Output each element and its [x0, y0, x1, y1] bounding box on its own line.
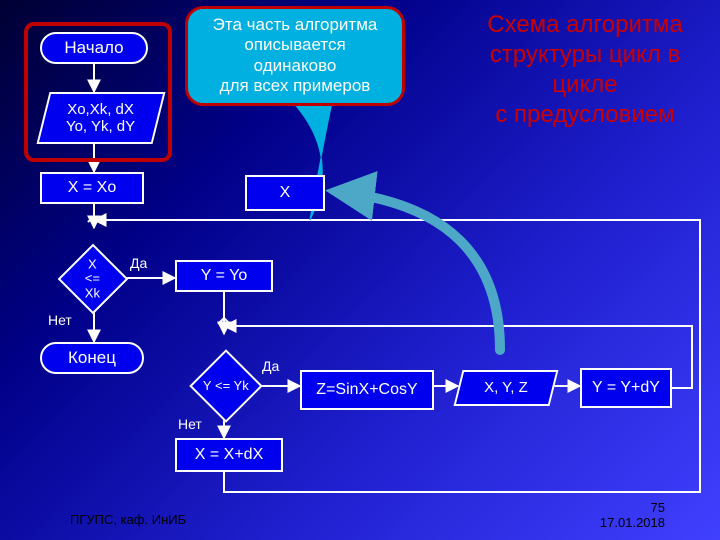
node-start: Начало: [40, 32, 148, 64]
node-out-label: X, Y, Z: [484, 379, 528, 396]
footer-meta: 75 17.01.2018: [600, 500, 665, 530]
node-input: Xo,Xk, dXYo, Yk, dY: [37, 92, 166, 144]
node-xincr: X = X+dX: [175, 438, 283, 472]
callout-note: Эта часть алгоритмаописывается одинаково…: [185, 6, 405, 106]
node-pointer: X: [245, 175, 325, 211]
node-xeqxo-label: X = Xo: [68, 179, 116, 197]
footer-org: ПГУПС, каф. ИнИБ: [70, 512, 186, 527]
node-xeqxo: X = Xo: [40, 172, 144, 204]
node-out: X, Y, Z: [454, 370, 559, 406]
node-start-label: Начало: [64, 38, 123, 58]
node-yincr: Y = Y+dY: [580, 368, 672, 408]
label-dec1-no: Нет: [48, 312, 72, 328]
node-dec2-label: Y <= Yk: [203, 379, 249, 393]
node-yeqyo: Y = Yo: [175, 260, 273, 292]
node-end: Конец: [40, 342, 144, 374]
footer-page: 75: [600, 500, 665, 515]
node-yincr-label: Y = Y+dY: [592, 379, 660, 397]
node-xincr-label: X = X+dX: [195, 446, 264, 464]
label-dec2-no: Нет: [178, 416, 202, 432]
label-dec2-yes: Да: [262, 358, 279, 374]
label-dec1-yes: Да: [130, 255, 147, 271]
node-dec2: Y <= Yk: [189, 349, 263, 423]
node-dec1: X <= Xk: [58, 244, 129, 315]
node-end-label: Конец: [68, 348, 116, 368]
node-z-label: Z=SinX+CosY: [316, 381, 417, 399]
node-input-label: Xo,Xk, dXYo, Yk, dY: [66, 101, 135, 136]
node-pointer-label: X: [280, 184, 291, 202]
node-yeqyo-label: Y = Yo: [201, 267, 247, 285]
node-z: Z=SinX+CosY: [300, 370, 434, 410]
node-dec1-label: X <= Xk: [85, 258, 100, 301]
footer-date: 17.01.2018: [600, 515, 665, 530]
page-title: Схема алгоритма структуры цикл в циклес …: [460, 10, 710, 130]
